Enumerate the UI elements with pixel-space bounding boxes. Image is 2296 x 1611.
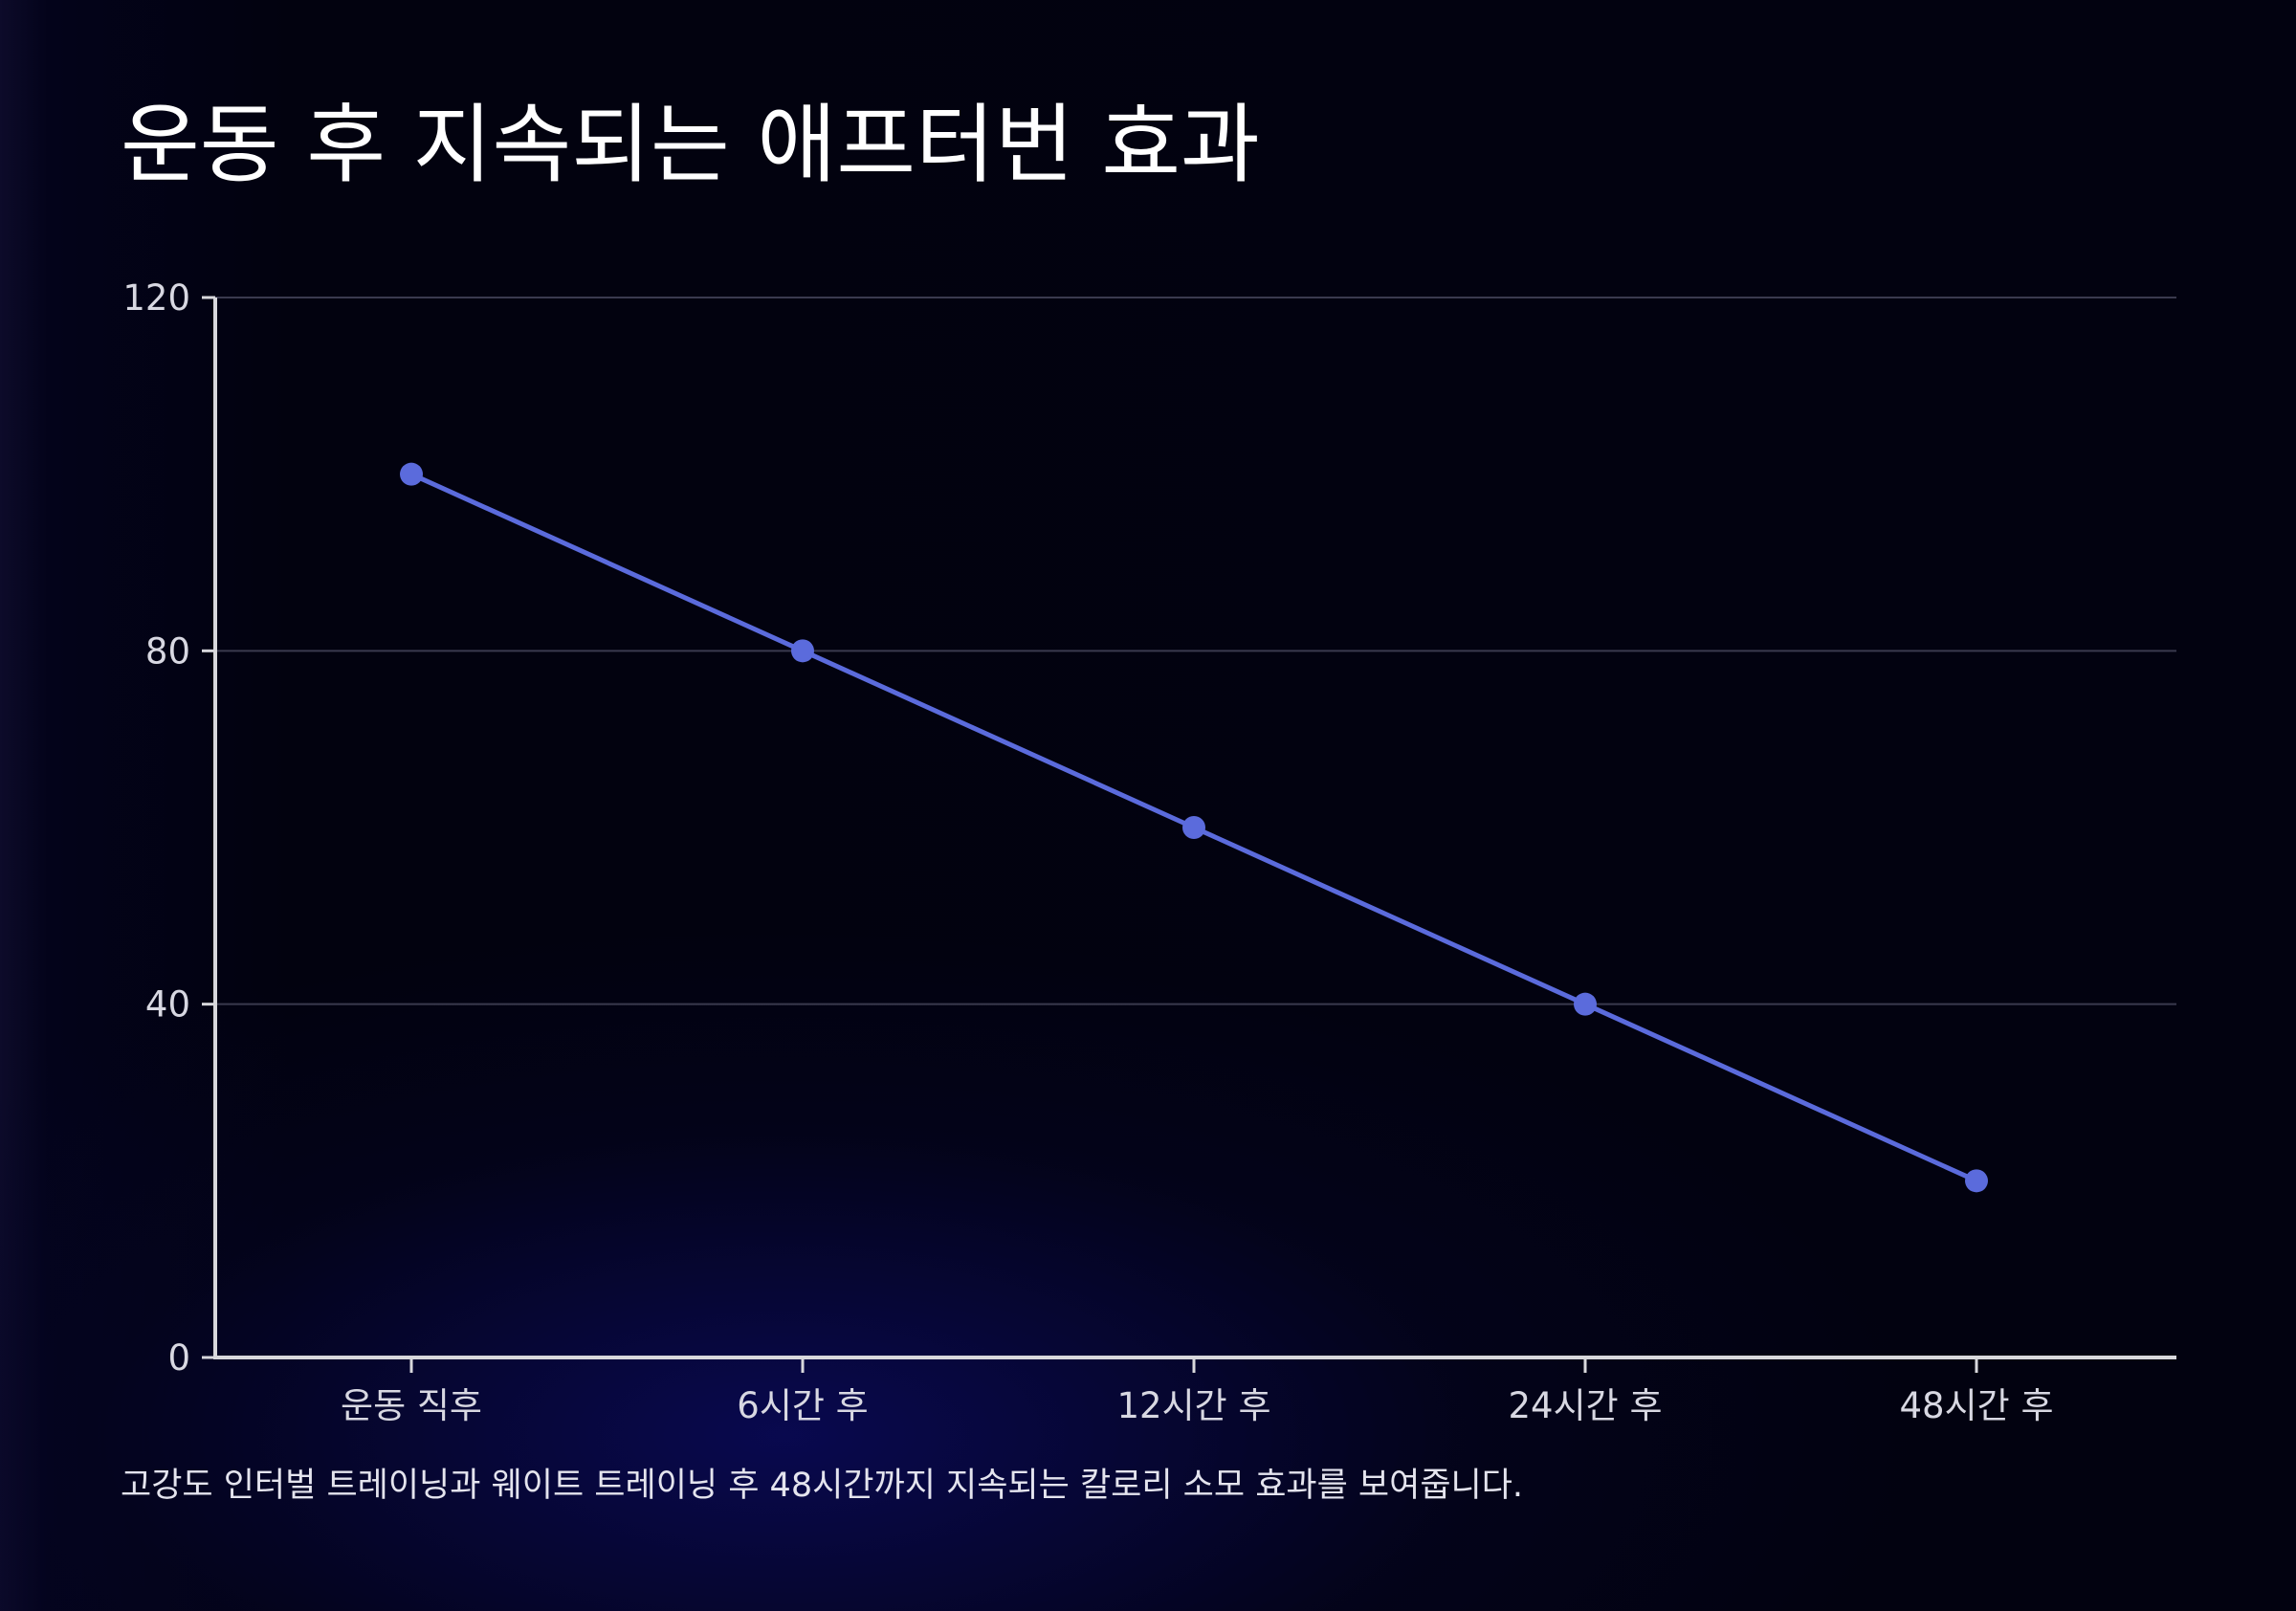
x-tick-label-1: 6시간 후 — [737, 1385, 868, 1426]
y-tick-label-40: 40 — [145, 984, 190, 1026]
data-point-1 — [791, 639, 814, 663]
chart-caption: 고강도 인터벌 트레이닝과 웨이트 트레이닝 후 48시간까지 지속되는 칼로리… — [121, 1467, 1524, 1505]
y-tick-label-0: 0 — [167, 1337, 190, 1379]
x-tick-label-2: 12시간 후 — [1117, 1385, 1271, 1426]
data-point-4 — [1965, 1169, 1988, 1193]
tick-labels: 0 40 80 120 운동 직후 6시간 후 12시간 후 24시간 후 48시간 후 — [122, 277, 2053, 1426]
x-tick-label-3: 24시간 후 — [1509, 1385, 1663, 1426]
y-tick-label-80: 80 — [145, 630, 190, 672]
data-point-2 — [1182, 816, 1205, 839]
data-point-3 — [1574, 992, 1597, 1016]
grid-lines — [215, 297, 2176, 1005]
y-tick-label-120: 120 — [122, 277, 190, 319]
axes — [202, 296, 2176, 1373]
chart-title: 운동 후 지속되는 애프터번 효과 — [121, 95, 1260, 195]
data-point-0 — [400, 462, 423, 486]
x-tick-label-4: 48시간 후 — [1900, 1385, 2054, 1426]
data-series — [400, 462, 1988, 1193]
x-tick-label-0: 운동 직후 — [341, 1385, 482, 1426]
